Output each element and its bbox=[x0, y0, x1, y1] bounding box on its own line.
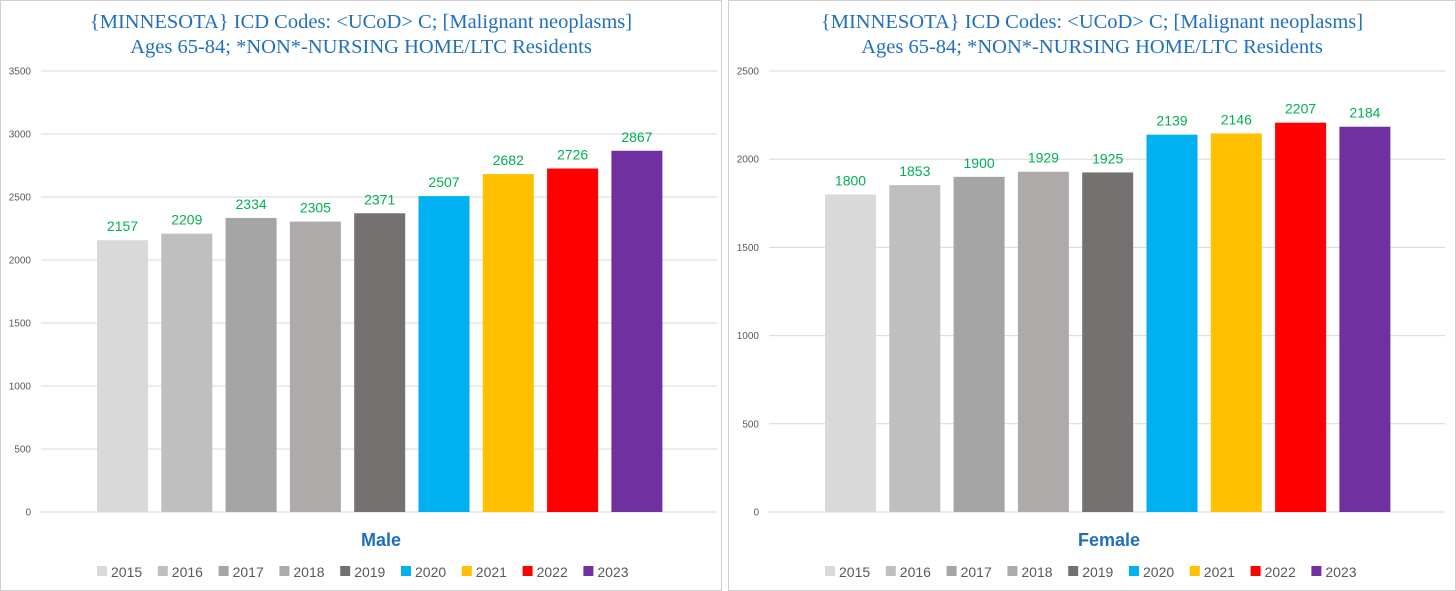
y-tick-label: 2000 bbox=[9, 256, 32, 267]
bar-2021 bbox=[1210, 133, 1262, 512]
legend-swatch-2017 bbox=[946, 566, 957, 576]
legend-swatch-2021 bbox=[461, 566, 472, 576]
legend-label: 2022 bbox=[537, 564, 568, 580]
legend-swatch-2018 bbox=[1007, 566, 1018, 576]
female-chart-panel: {MINNESOTA} ICD Codes: <UCoD> C; [Malign… bbox=[728, 0, 1456, 591]
bar-2018 bbox=[1017, 171, 1069, 512]
data-label: 2184 bbox=[1349, 105, 1380, 121]
legend-label: 2018 bbox=[293, 564, 324, 580]
bar-2019 bbox=[354, 213, 406, 512]
data-label: 2146 bbox=[1221, 111, 1252, 127]
y-tick-label: 1500 bbox=[737, 243, 760, 254]
bar-2017 bbox=[953, 176, 1005, 512]
bar-2016 bbox=[889, 185, 941, 512]
bar-2020 bbox=[418, 196, 470, 513]
data-label: 2371 bbox=[364, 191, 395, 207]
data-label: 2305 bbox=[300, 200, 331, 216]
data-label: 2209 bbox=[171, 212, 202, 228]
data-label: 2682 bbox=[493, 152, 524, 168]
category-label: Male bbox=[361, 530, 401, 550]
title-line-1: {MINNESOTA} ICD Codes: <UCoD> C; [Malign… bbox=[89, 11, 633, 33]
bar-2023 bbox=[1339, 126, 1391, 512]
legend-swatch-2019 bbox=[340, 566, 351, 576]
legend-swatch-2020 bbox=[1129, 566, 1139, 576]
legend-label: 2015 bbox=[111, 564, 142, 580]
bar-2022 bbox=[1275, 122, 1327, 512]
bar-2015 bbox=[97, 240, 148, 512]
legend-label: 2017 bbox=[961, 564, 992, 580]
y-tick-label: 3500 bbox=[9, 67, 32, 78]
data-label: 2207 bbox=[1285, 101, 1316, 117]
bar-2015 bbox=[825, 194, 876, 513]
legend-label: 2017 bbox=[233, 564, 264, 580]
bar-2020 bbox=[1146, 134, 1198, 512]
bar-2023 bbox=[611, 150, 663, 512]
bar-2019 bbox=[1082, 172, 1134, 512]
data-label: 1800 bbox=[835, 172, 866, 188]
title-line-2: Ages 65-84; *NON*-NURSING HOME/LTC Resid… bbox=[861, 36, 1323, 58]
bar-2022 bbox=[547, 168, 599, 513]
y-tick-label: 500 bbox=[742, 419, 759, 430]
legend-label: 2015 bbox=[839, 564, 870, 580]
y-tick-label: 500 bbox=[14, 445, 31, 456]
legend-swatch-2019 bbox=[1068, 566, 1079, 576]
bar-2017 bbox=[225, 217, 277, 512]
y-tick-label: 1000 bbox=[9, 382, 32, 393]
legend-label: 2023 bbox=[1325, 564, 1356, 580]
legend-label: 2023 bbox=[597, 564, 628, 580]
data-label: 1929 bbox=[1028, 150, 1059, 166]
y-tick-label: 2500 bbox=[737, 67, 760, 78]
y-tick-label: 0 bbox=[25, 508, 31, 519]
legend-swatch-2016 bbox=[885, 566, 896, 576]
bar-2018 bbox=[289, 221, 341, 512]
legend-swatch-2023 bbox=[583, 566, 594, 576]
legend-swatch-2022 bbox=[522, 566, 533, 576]
legend-swatch-2020 bbox=[401, 566, 411, 576]
y-tick-label: 2500 bbox=[9, 193, 32, 204]
legend-swatch-2015 bbox=[825, 566, 835, 576]
y-tick-label: 1500 bbox=[9, 319, 32, 330]
bar-2021 bbox=[482, 174, 534, 512]
legend-label: 2021 bbox=[1204, 564, 1235, 580]
legend-swatch-2022 bbox=[1250, 566, 1261, 576]
legend-swatch-2023 bbox=[1311, 566, 1322, 576]
data-label: 2139 bbox=[1156, 113, 1187, 129]
male-chart-panel: {MINNESOTA} ICD Codes: <UCoD> C; [Malign… bbox=[0, 0, 722, 591]
legend-swatch-2018 bbox=[279, 566, 290, 576]
legend-swatch-2021 bbox=[1189, 566, 1200, 576]
legend-swatch-2017 bbox=[218, 566, 229, 576]
title-line-1: {MINNESOTA} ICD Codes: <UCoD> C; [Malign… bbox=[820, 11, 1364, 33]
legend-label: 2019 bbox=[1082, 564, 1113, 580]
legend-label: 2016 bbox=[172, 564, 203, 580]
bar-2016 bbox=[161, 233, 213, 512]
data-label: 2334 bbox=[236, 196, 267, 212]
legend-label: 2020 bbox=[1143, 564, 1174, 580]
data-label: 2726 bbox=[557, 147, 588, 163]
legend-swatch-2016 bbox=[157, 566, 168, 576]
data-label: 1900 bbox=[964, 155, 995, 171]
legend-label: 2016 bbox=[900, 564, 931, 580]
chart-title: {MINNESOTA} ICD Codes: <UCoD> C; [Malign… bbox=[1, 10, 721, 60]
data-label: 2867 bbox=[621, 129, 652, 145]
legend-label: 2021 bbox=[476, 564, 507, 580]
legend-label: 2018 bbox=[1021, 564, 1052, 580]
y-tick-label: 1000 bbox=[737, 331, 760, 342]
chart-title: {MINNESOTA} ICD Codes: <UCoD> C; [Malign… bbox=[729, 10, 1455, 60]
data-label: 1925 bbox=[1092, 150, 1123, 166]
legend-label: 2022 bbox=[1265, 564, 1296, 580]
y-tick-label: 2000 bbox=[737, 155, 760, 166]
data-label: 2157 bbox=[107, 218, 138, 234]
female-bar-chart: 0 500 1000 1500 2000 2500 1800 1853 1900 1929 1925… bbox=[737, 67, 1445, 580]
y-tick-label: 3000 bbox=[9, 130, 32, 141]
male-bar-chart: 0 500 1000 1500 2000 2500 3000 3500 2157 2209 2334… bbox=[9, 67, 717, 580]
title-line-2: Ages 65-84; *NON*-NURSING HOME/LTC Resid… bbox=[130, 36, 592, 58]
y-tick-label: 0 bbox=[753, 508, 759, 519]
category-label: Female bbox=[1078, 530, 1140, 550]
legend-swatch-2015 bbox=[97, 566, 107, 576]
legend-label: 2019 bbox=[354, 564, 385, 580]
legend-label: 2020 bbox=[415, 564, 446, 580]
data-label: 2507 bbox=[428, 174, 459, 190]
data-label: 1853 bbox=[899, 163, 930, 179]
